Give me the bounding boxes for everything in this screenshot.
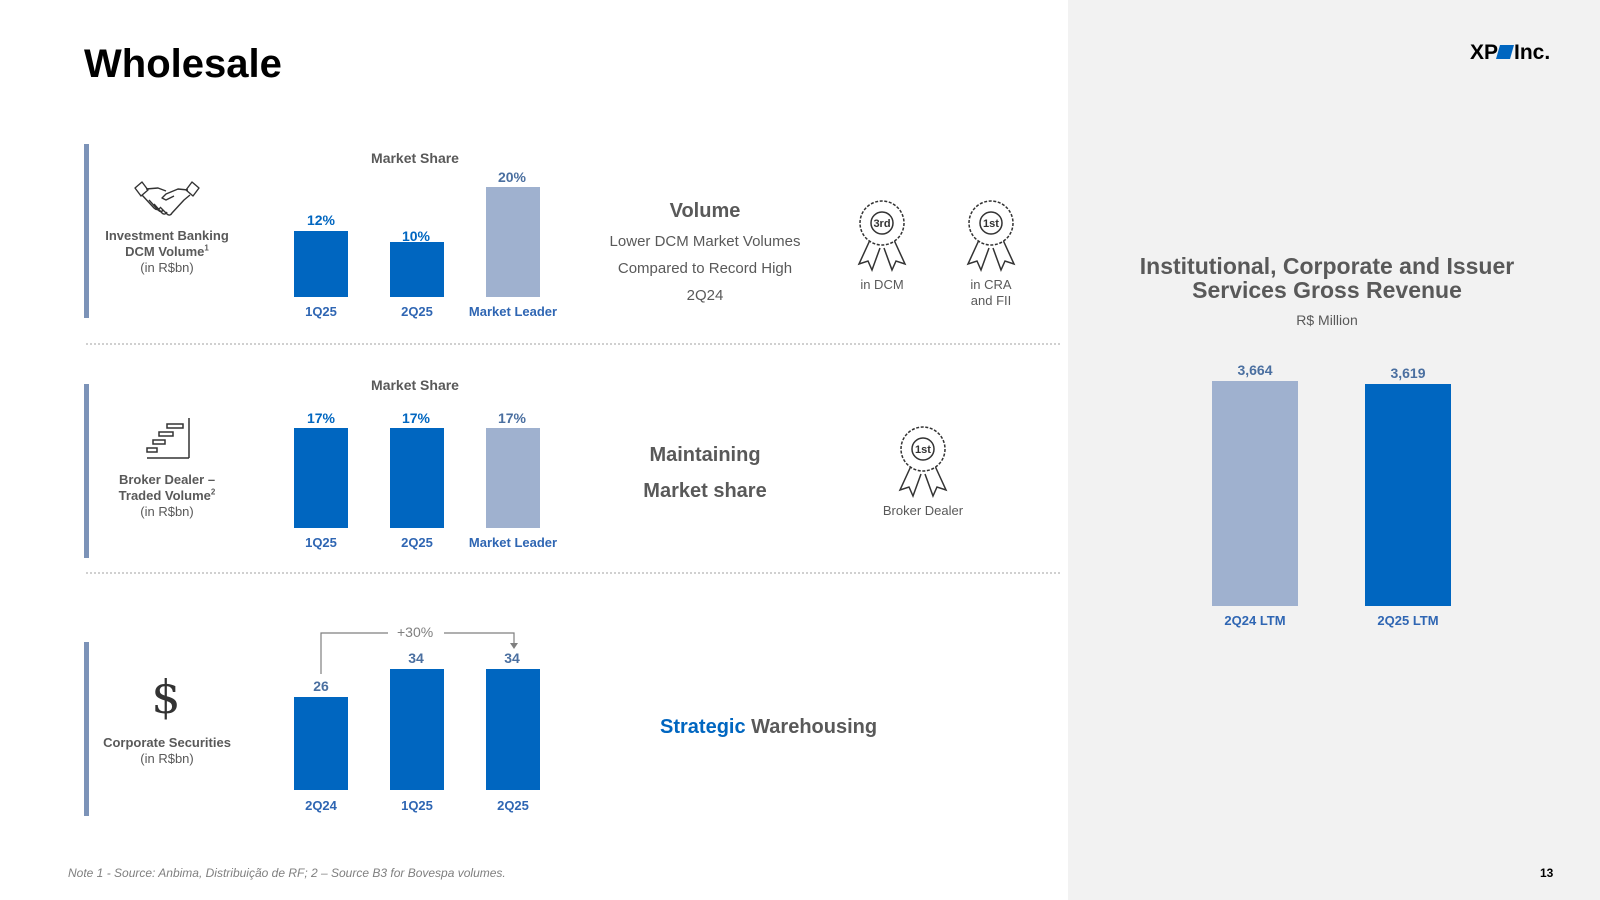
revenue-x-label: 2Q24 LTM <box>1224 613 1286 628</box>
award-rank: 3rd <box>873 218 890 230</box>
ib-value-label: 12% <box>306 212 336 228</box>
cs-bar <box>486 669 540 790</box>
cs-bar <box>294 697 348 790</box>
ib-chart-title: Market Share <box>371 150 459 166</box>
separator <box>86 343 1060 345</box>
growth-bracket <box>320 632 518 674</box>
strategic-warehousing-text: Strategic Warehousing <box>660 716 877 739</box>
cs-category-label: Corporate Securities (in R$bn) <box>82 735 252 767</box>
cs-bar <box>390 669 444 790</box>
growth-label: +30% <box>397 624 434 640</box>
ib-x-label: 1Q25 <box>305 304 337 319</box>
ib-mid-title: Volume <box>669 200 741 222</box>
ib-mid-line: Lower DCM Market Volumes <box>609 233 801 250</box>
ib-label-footnote: 1 <box>204 243 209 253</box>
stairs-chart-icon <box>146 418 190 459</box>
ib-mid-line: Compared to Record High <box>617 260 793 277</box>
award-ribbon-icon: 3rd <box>857 200 907 273</box>
bd-award-label: Broker Dealer <box>882 503 964 518</box>
ib-x-label: Market Leader <box>468 304 558 319</box>
bd-chart-title: Market Share <box>371 377 459 393</box>
award-ribbon-icon: 1st <box>898 426 948 499</box>
revenue-chart-title: Institutional, Corporate and Issuer Serv… <box>1139 253 1515 303</box>
handshake-icon <box>134 181 200 216</box>
cs-label-line1: Corporate Securities <box>103 735 231 750</box>
bd-value-label: 17% <box>497 410 527 426</box>
ib-award1-label: in DCM <box>860 277 904 292</box>
warehouse-rest: Warehousing <box>751 716 878 738</box>
bd-bar <box>486 428 540 528</box>
revenue-bar <box>1212 381 1298 606</box>
ib-bar <box>294 231 348 297</box>
warehouse-highlight: Strategic <box>660 716 746 738</box>
bd-mid-line: Maintaining <box>649 444 761 466</box>
page-number: 13 <box>1540 866 1554 880</box>
cs-x-label: 2Q25 <box>497 798 529 813</box>
revenue-value-label: 3,664 <box>1237 362 1273 378</box>
bd-mid-line: Market share <box>643 480 767 502</box>
bd-bar <box>390 428 444 528</box>
revenue-value-label: 3,619 <box>1390 365 1426 381</box>
cs-value-label: 34 <box>504 650 520 666</box>
bd-bar <box>294 428 348 528</box>
cs-value-label: 26 <box>313 678 329 694</box>
bd-label-line2: Traded Volume <box>118 488 211 503</box>
award-ribbon-icon: 1st <box>966 200 1016 273</box>
cs-x-label: 1Q25 <box>401 798 433 813</box>
bd-x-label: Market Leader <box>468 535 558 550</box>
svg-text:Inc.: Inc. <box>1514 41 1550 64</box>
svg-text:XP: XP <box>1470 41 1498 64</box>
bd-value-label: 17% <box>401 410 431 426</box>
section-accent-bd <box>84 384 89 558</box>
ib-category-label: Investment Banking DCM Volume1 (in R$bn) <box>82 228 252 276</box>
revenue-x-label: 2Q25 LTM <box>1377 613 1439 628</box>
footnote: Note 1 - Source: Anbima, Distribuição de… <box>68 866 506 880</box>
section-accent-cs <box>84 642 89 816</box>
xp-inc-logo: XP Inc. <box>1470 41 1550 64</box>
ib-bar <box>390 242 444 297</box>
award-rank: 1st <box>915 444 931 456</box>
ib-award2-label: in CRA and FII <box>970 277 1012 308</box>
revenue-bar <box>1365 384 1451 606</box>
dollar-icon: $ <box>151 670 181 724</box>
award-rank: 1st <box>983 218 999 230</box>
cs-value-label: 34 <box>408 650 424 666</box>
bd-label-line1: Broker Dealer – <box>118 472 216 487</box>
ib-label-line1: Investment Banking <box>105 228 229 243</box>
bd-category-label: Broker Dealer – Traded Volume2 (in R$bn) <box>82 472 252 520</box>
ib-bar <box>486 187 540 297</box>
ib-x-label: 2Q25 <box>401 304 433 319</box>
ib-label-unit: (in R$bn) <box>140 260 194 275</box>
revenue-chart-subtitle: R$ Million <box>1296 312 1358 328</box>
section-accent-ib <box>84 144 89 318</box>
bd-x-label: 2Q25 <box>401 535 433 550</box>
ib-value-label: 20% <box>497 169 527 185</box>
ib-value-label: 10% <box>401 228 431 244</box>
cs-label-unit: (in R$bn) <box>140 751 194 766</box>
bd-value-label: 17% <box>306 410 336 426</box>
ib-label-line2: DCM Volume <box>125 244 205 259</box>
ib-mid-line: 2Q24 <box>686 287 724 304</box>
bd-label-footnote: 2 <box>210 487 216 497</box>
page-title: Wholesale <box>84 42 282 86</box>
separator <box>86 572 1060 574</box>
revenue-panel <box>1068 0 1600 900</box>
bd-x-label: 1Q25 <box>305 535 337 550</box>
cs-x-label: 2Q24 <box>305 798 337 813</box>
bd-label-unit: (in R$bn) <box>140 504 194 519</box>
